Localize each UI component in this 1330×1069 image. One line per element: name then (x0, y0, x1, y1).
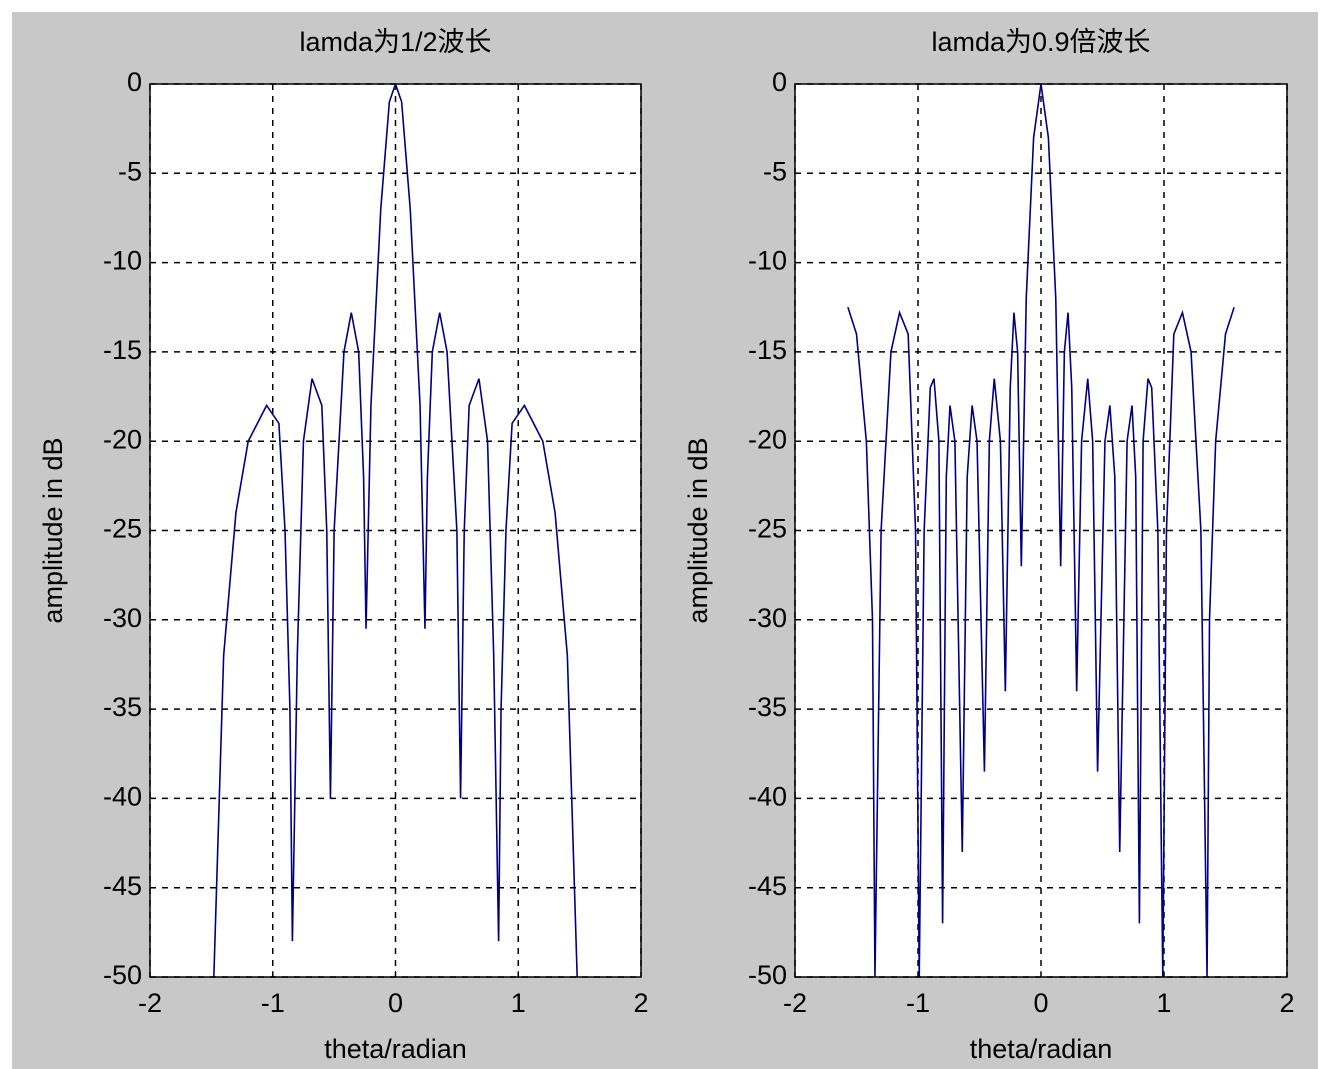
y-tick-label: 0 (127, 67, 142, 97)
y-tick-label: -35 (748, 692, 787, 722)
y-tick-label: -30 (748, 603, 787, 633)
x-tick-label: 1 (1156, 988, 1171, 1018)
chart-title: lamda为1/2波长 (299, 27, 491, 57)
y-tick-label: -20 (748, 424, 787, 454)
x-tick-label: -2 (783, 988, 807, 1018)
y-tick-label: -10 (103, 246, 142, 276)
x-tick-label: 2 (633, 988, 648, 1018)
y-tick-label: -30 (103, 603, 142, 633)
y-tick-label: -10 (748, 246, 787, 276)
x-tick-label: -1 (906, 988, 930, 1018)
x-axis-label: theta/radian (970, 1034, 1113, 1064)
x-tick-label: 2 (1279, 988, 1294, 1018)
y-tick-label: 0 (772, 67, 787, 97)
x-tick-label: 1 (511, 988, 526, 1018)
y-tick-label: -45 (103, 871, 142, 901)
y-tick-label: -15 (103, 335, 142, 365)
x-tick-label: -2 (138, 988, 162, 1018)
x-tick-label: 0 (1033, 988, 1048, 1018)
y-tick-label: -25 (103, 514, 142, 544)
y-axis-label: amplitude in dB (38, 437, 68, 623)
y-tick-label: -5 (118, 156, 142, 186)
x-tick-label: -1 (261, 988, 285, 1018)
data-line (213, 84, 578, 977)
y-tick-label: -5 (763, 156, 787, 186)
y-tick-label: -50 (748, 960, 787, 990)
y-tick-label: -15 (748, 335, 787, 365)
y-tick-label: -45 (748, 871, 787, 901)
axes-box (794, 83, 1288, 978)
y-tick-label: -40 (748, 782, 787, 812)
chart-title: lamda为0.9倍波长 (931, 27, 1150, 57)
axes-box (149, 83, 642, 978)
y-tick-label: -50 (103, 960, 142, 990)
y-tick-label: -35 (103, 692, 142, 722)
y-axis-label: amplitude in dB (683, 437, 713, 623)
data-line (847, 84, 1235, 977)
x-axis-label: theta/radian (324, 1034, 467, 1064)
y-tick-label: -25 (748, 514, 787, 544)
x-tick-label: 0 (388, 988, 403, 1018)
y-tick-label: -40 (103, 782, 142, 812)
y-tick-label: -20 (103, 424, 142, 454)
